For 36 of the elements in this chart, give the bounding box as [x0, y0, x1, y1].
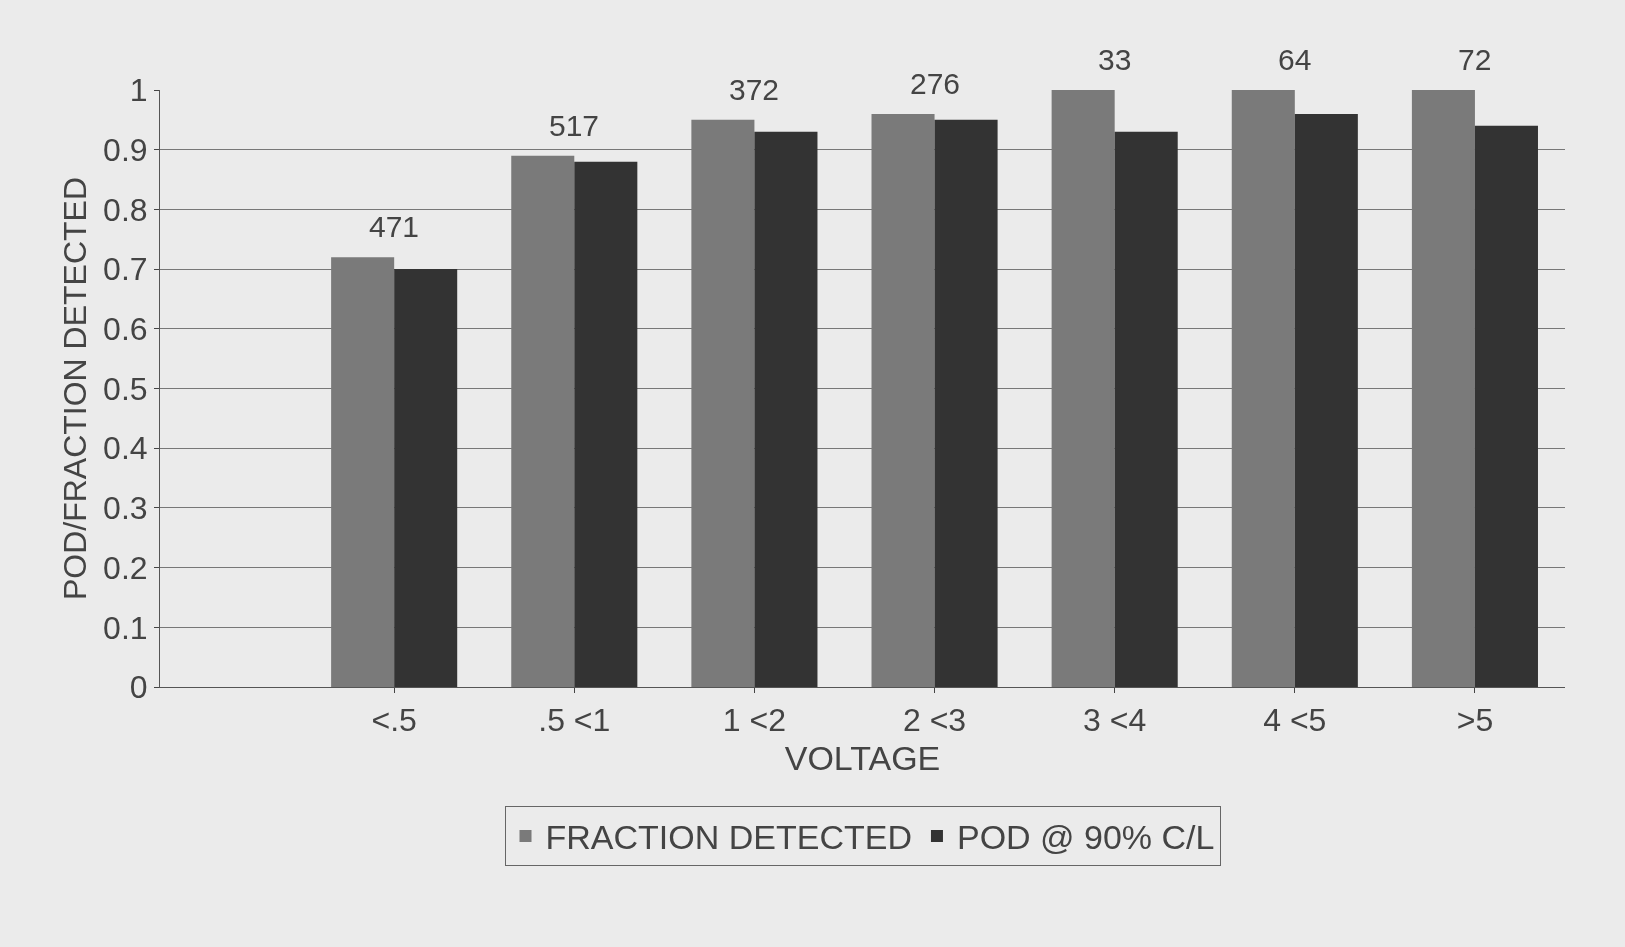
annotation: 372	[729, 73, 780, 106]
x-axis-title: VOLTAGE	[784, 738, 941, 777]
legend-label: FRACTION DETECTED	[545, 818, 912, 857]
bar	[1294, 113, 1358, 687]
annotation: 471	[369, 210, 420, 243]
y-tick-label: 0	[129, 669, 148, 706]
bar	[394, 269, 458, 687]
bar	[934, 119, 998, 687]
x-tick-label: 3 <4	[1083, 702, 1147, 739]
y-tick-label: 0.4	[103, 430, 148, 467]
annotation: 517	[549, 109, 600, 142]
bar	[1114, 131, 1178, 687]
y-tick-label: 0.6	[103, 311, 148, 347]
x-tick-label: 1 <2	[722, 702, 787, 739]
annotation: 276	[910, 67, 961, 100]
text: 64	[1278, 43, 1312, 76]
x-tick-label: 2 <3	[902, 702, 967, 739]
bar	[754, 131, 818, 687]
y-tick-label: 1	[129, 72, 148, 109]
legend-label: POD @ 90% C/L	[956, 818, 1215, 857]
bar	[574, 161, 638, 687]
y-tick-label: 0.9	[103, 131, 148, 168]
y-axis-title: POD/FRACTION DETECTED	[57, 176, 93, 601]
y-tick-label: 0.2	[103, 549, 148, 586]
x-tick-label: <.5	[371, 702, 417, 739]
text: 72	[1458, 43, 1492, 76]
bar	[1474, 125, 1538, 687]
y-tick-label: 0.5	[103, 370, 148, 407]
x-tick-label: .5 <1	[538, 702, 611, 739]
x-tick-label: 4 <5	[1263, 702, 1327, 739]
text: 33	[1098, 43, 1132, 76]
x-tick-label: >5	[1456, 702, 1494, 739]
y-tick-label: 0.3	[103, 490, 148, 527]
y-tick-label: 0.1	[103, 609, 148, 646]
y-tick-label: 0.7	[103, 251, 148, 288]
y-tick-label: 0.8	[103, 191, 148, 228]
